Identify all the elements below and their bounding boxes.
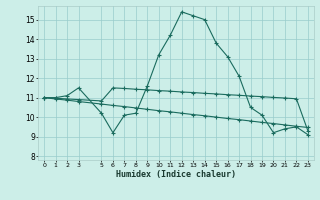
X-axis label: Humidex (Indice chaleur): Humidex (Indice chaleur) [116, 170, 236, 179]
